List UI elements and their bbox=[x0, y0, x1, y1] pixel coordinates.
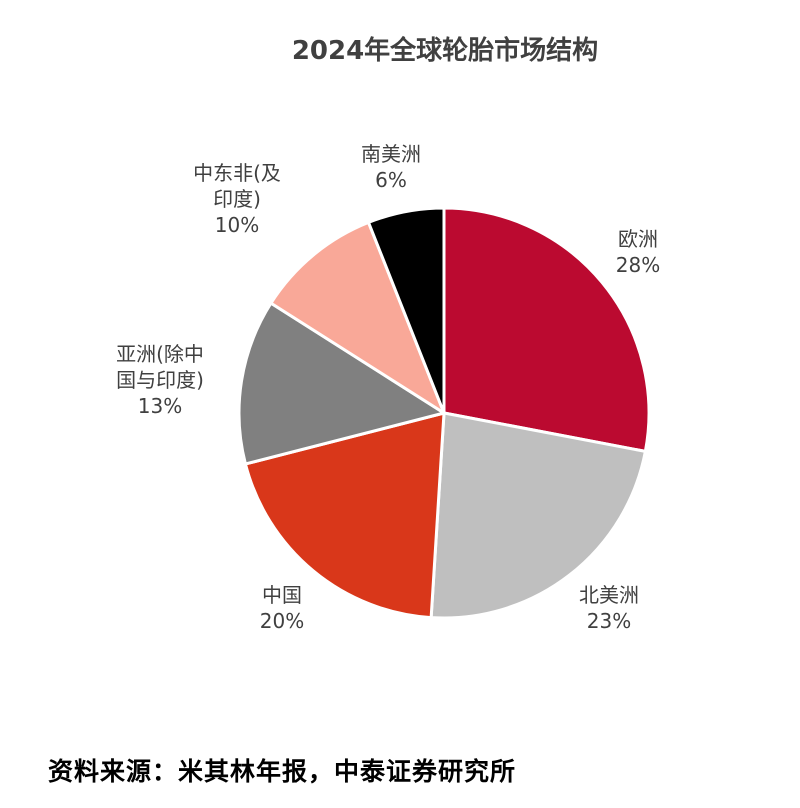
slice-value: 10% bbox=[214, 213, 260, 237]
slice-label: 中东非(及 印度) 10% bbox=[193, 160, 281, 238]
slice-value: 20% bbox=[259, 609, 305, 633]
slice-label: 北美洲 23% bbox=[579, 582, 639, 634]
slice-name: 欧洲 bbox=[617, 227, 658, 251]
pie-slice bbox=[367, 206, 446, 415]
slice-label: 中国 20% bbox=[260, 582, 304, 634]
pie-slice bbox=[429, 411, 647, 620]
chart-title: 2024年全球轮胎市场结构 bbox=[291, 36, 599, 66]
pie-slice bbox=[237, 301, 446, 466]
slice-name: 中国 bbox=[261, 583, 302, 607]
source-note: 资料来源：米其林年报，中泰证券研究所 bbox=[48, 757, 517, 786]
slice-name: 中东非(及 印度) bbox=[193, 161, 281, 211]
slice-value: 6% bbox=[375, 168, 407, 192]
slice-value: 13% bbox=[137, 394, 183, 418]
pie-slice bbox=[269, 220, 446, 415]
slice-value: 23% bbox=[586, 609, 632, 633]
slice-name: 北美洲 bbox=[579, 583, 639, 607]
slice-value: 28% bbox=[615, 253, 661, 277]
pie-slice bbox=[442, 206, 651, 453]
pie-slice bbox=[243, 411, 446, 620]
slice-label: 南美洲 6% bbox=[361, 141, 421, 193]
slice-name: 亚洲(除中 国与印度) bbox=[116, 342, 204, 392]
slice-label: 欧洲 28% bbox=[616, 226, 660, 278]
slice-label: 亚洲(除中 国与印度) 13% bbox=[116, 341, 204, 419]
slice-name: 南美洲 bbox=[361, 142, 421, 166]
